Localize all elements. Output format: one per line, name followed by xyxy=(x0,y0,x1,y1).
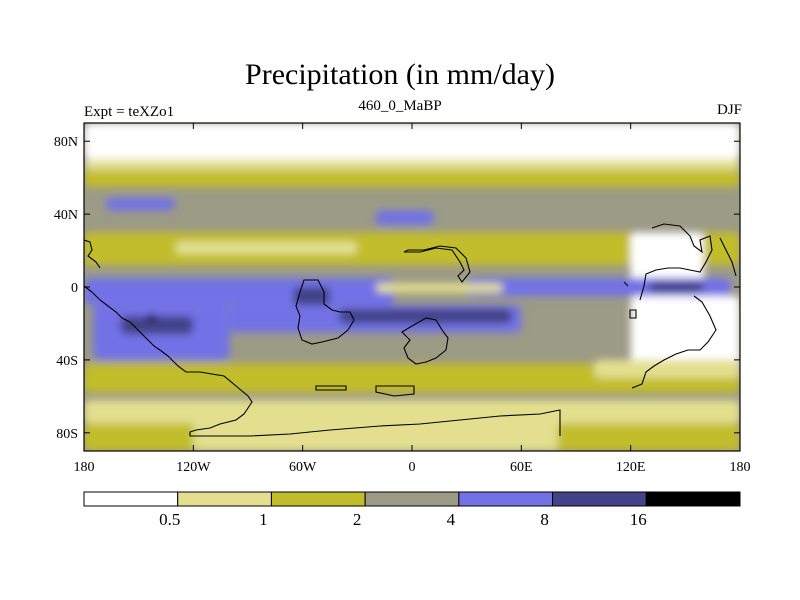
coastline-small-island xyxy=(623,281,637,319)
colorbar-label-2: 2 xyxy=(353,510,362,529)
coastline-africa xyxy=(403,245,471,283)
map-field xyxy=(84,123,740,451)
region-equator-core-west xyxy=(293,287,330,306)
colorbar-label-0: 0.5 xyxy=(159,510,180,529)
colorbar-label-3: 4 xyxy=(447,510,456,529)
axes: 180 120W 60W 0 60E 120E 180 80N 40N 0 40S 80S xyxy=(54,123,751,475)
y-tick-label-2: 0 xyxy=(71,281,78,296)
region-north-pacific-wet xyxy=(105,197,176,211)
x-tick-label-4: 60E xyxy=(510,460,533,475)
region-atlantic-equator-dry xyxy=(375,283,504,293)
season-label: DJF xyxy=(716,102,742,118)
x-tick-label-5: 120E xyxy=(616,460,646,475)
x-tick-label-0: 180 xyxy=(74,460,95,475)
region-south-pacific-max xyxy=(145,314,157,322)
y-tick-label-3: 40S xyxy=(56,354,78,369)
x-tick-label-3: 0 xyxy=(409,460,416,475)
coastline-asia xyxy=(639,223,713,301)
region-antarctic-light xyxy=(193,410,558,451)
colorbar-swatch-5 xyxy=(552,491,647,507)
coastline-australia xyxy=(631,295,717,389)
coastline-east-edge xyxy=(719,237,737,277)
coastlines xyxy=(84,223,737,437)
y-tick-label-4: 80S xyxy=(56,427,78,442)
region-asia-dry xyxy=(630,232,704,284)
region-polar-north xyxy=(84,123,740,160)
region-tropics-north-yellow xyxy=(84,232,740,266)
colorbar-label-1: 1 xyxy=(259,510,268,529)
colorbar-swatch-2 xyxy=(270,491,366,507)
region-north-midlat-wet xyxy=(375,210,434,226)
field-regions xyxy=(84,123,740,451)
region-north-mid-yellow xyxy=(84,170,740,187)
colorbar-label-4: 8 xyxy=(540,510,549,529)
coastline-north-america xyxy=(84,239,101,269)
region-south-east-dry xyxy=(630,296,740,369)
region-south-pacific-core xyxy=(120,316,194,335)
colorbar-swatch-0 xyxy=(83,491,179,507)
x-tick-label-2: 60W xyxy=(289,460,317,475)
period-label: 460_0_MaBP xyxy=(358,98,442,114)
x-tick-label-6: 180 xyxy=(730,460,751,475)
region-equator-core-east xyxy=(648,281,704,293)
y-tick-label-0: 80N xyxy=(54,135,78,150)
colorbar-swatch-3 xyxy=(364,491,460,507)
region-equator-wet xyxy=(84,277,394,306)
experiment-label: Expt = teXZo1 xyxy=(84,104,175,120)
colorbar-swatch-6 xyxy=(645,491,741,507)
coastline-africa-west xyxy=(295,279,355,345)
region-south-mid-yellow xyxy=(84,363,740,393)
chart-title: Precipitation (in mm/day) xyxy=(245,58,555,91)
coastline-africa-south xyxy=(401,317,449,365)
x-tick-label-1: 120W xyxy=(176,460,211,475)
coastline-islands xyxy=(315,385,415,397)
coastline-south-america xyxy=(84,285,561,437)
colorbar: 0.5 1 2 4 8 16 xyxy=(83,491,741,529)
region-south-central-core xyxy=(339,308,513,324)
region-north-high-lat-light xyxy=(84,159,740,171)
y-tick-label-1: 40N xyxy=(54,208,78,223)
colorbar-label-5: 16 xyxy=(630,510,647,529)
region-south-east-light xyxy=(594,359,740,379)
region-subtropic-north-light xyxy=(175,241,358,255)
colorbar-swatch-1 xyxy=(177,491,272,507)
colorbar-swatch-4 xyxy=(458,491,554,507)
